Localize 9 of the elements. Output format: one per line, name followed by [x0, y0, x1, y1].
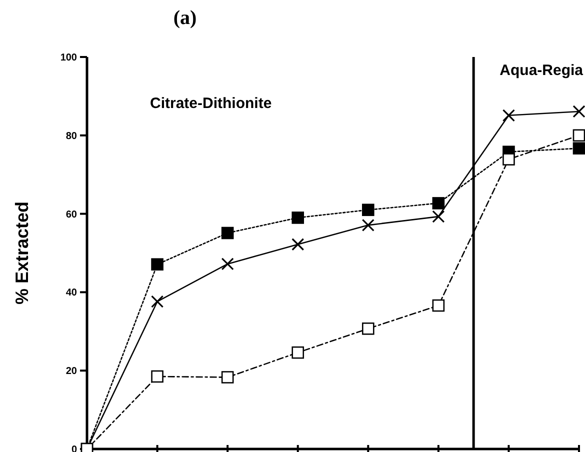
annotation: Citrate-Dithionite [150, 95, 272, 112]
y-tick-label: 80 [66, 130, 78, 142]
y-tick-label: 20 [66, 366, 78, 378]
chart-title: (a) [173, 7, 197, 29]
y-tick-label: 60 [66, 209, 78, 220]
y-tick-label: 100 [60, 52, 78, 64]
annotation: Aqua-Regia [500, 62, 584, 79]
y-tick-label: 40 [66, 288, 78, 299]
y-axis-title: % Extracted [12, 201, 32, 305]
